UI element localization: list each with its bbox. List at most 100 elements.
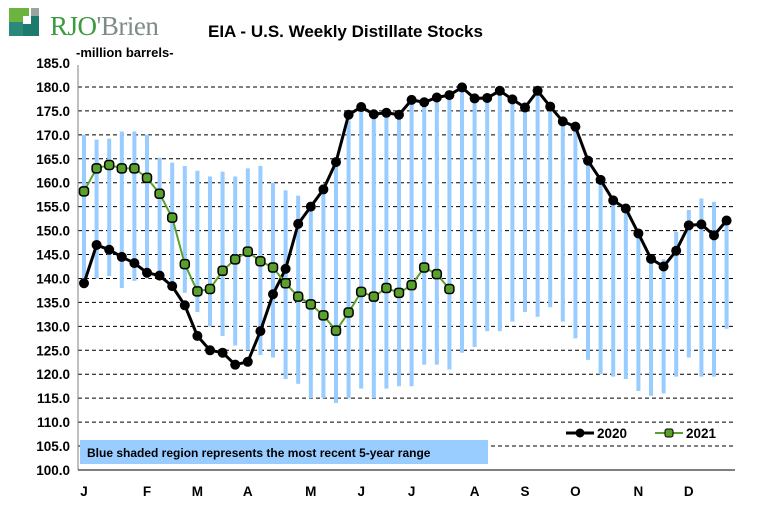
point-2021 <box>381 282 392 294</box>
logo-mark-icon <box>9 8 39 36</box>
range-bar <box>724 221 729 329</box>
legend-marker-2021 <box>664 428 674 438</box>
range-bar <box>346 120 351 399</box>
point-2020 <box>230 359 241 370</box>
point-2020 <box>683 220 694 231</box>
range-bar <box>674 232 679 377</box>
range-bar <box>485 98 490 332</box>
point-2020 <box>116 251 127 262</box>
point-2021 <box>305 299 317 310</box>
y-tick-label: 140.0 <box>36 271 70 286</box>
range-bar <box>157 157 162 279</box>
range-bar <box>321 192 326 399</box>
point-2020 <box>620 203 631 214</box>
point-2020 <box>179 300 190 311</box>
range-bar <box>434 98 439 365</box>
legend-marker-2020 <box>575 428 585 438</box>
point-2021 <box>242 246 254 257</box>
range-bar <box>422 103 427 365</box>
y-tick-label: 105.0 <box>36 439 70 454</box>
point-2020 <box>469 93 480 104</box>
range-bar <box>686 209 691 358</box>
point-2020 <box>356 102 367 113</box>
legend-label-2021: 2021 <box>686 426 717 441</box>
point-2020 <box>557 116 568 127</box>
point-2020 <box>595 174 606 185</box>
y-tick-label: 110.0 <box>37 415 70 430</box>
range-bar <box>145 134 149 279</box>
x-tick-label: F <box>143 484 151 499</box>
range-bar <box>208 176 212 327</box>
point-2020 <box>545 101 556 112</box>
point-2020 <box>658 261 669 272</box>
range-bar <box>523 108 527 312</box>
y-tick-label: 115.0 <box>37 391 70 406</box>
y-tick-label: 100.0 <box>36 463 70 478</box>
x-tick-label: A <box>243 484 253 499</box>
point-2021 <box>78 186 90 197</box>
y-tick-label: 145.0 <box>36 248 70 263</box>
range-bar <box>107 138 112 277</box>
point-2021 <box>280 278 291 289</box>
point-2020 <box>104 244 115 255</box>
range-bar <box>170 162 175 284</box>
point-2020 <box>482 92 493 103</box>
point-2021 <box>154 188 165 199</box>
range-bar <box>371 115 376 399</box>
range-bar <box>548 108 553 308</box>
point-2021 <box>229 254 241 265</box>
point-2020 <box>583 155 593 166</box>
x-tick-label: O <box>570 484 581 499</box>
range-bar <box>220 171 225 336</box>
point-2020 <box>394 109 404 120</box>
range-bar <box>535 91 540 317</box>
note-box <box>80 440 488 464</box>
range-bar <box>447 95 452 370</box>
point-2020 <box>343 109 354 120</box>
point-2021 <box>393 287 405 299</box>
point-2020 <box>142 267 152 278</box>
point-2021 <box>267 262 279 273</box>
range-bar <box>699 198 704 377</box>
range-bar <box>409 101 414 387</box>
range-bar <box>510 101 515 322</box>
point-2021 <box>192 286 203 297</box>
point-2021 <box>330 325 342 336</box>
point-2021 <box>444 283 455 295</box>
range-bar <box>472 101 477 347</box>
y-tick-label: 180.0 <box>36 80 70 95</box>
point-2020 <box>532 85 543 96</box>
range-bar <box>649 259 653 396</box>
point-2021 <box>116 163 128 174</box>
y-tick-label: 165.0 <box>36 152 70 167</box>
point-2020 <box>721 215 732 226</box>
point-2020 <box>444 90 455 101</box>
range-bar <box>195 170 200 312</box>
point-2020 <box>305 201 316 212</box>
range-bar <box>623 211 628 380</box>
range-note: Blue shaded region represents the most r… <box>87 446 431 460</box>
point-2020 <box>242 356 253 367</box>
y-axis-label: -million barrels- <box>76 45 174 60</box>
range-bar <box>611 201 616 377</box>
x-tick-label: J <box>80 484 88 499</box>
point-2020 <box>280 263 291 274</box>
range-bar <box>94 139 99 279</box>
point-2020 <box>406 94 417 105</box>
range-bar <box>82 134 86 279</box>
point-2020 <box>457 82 467 93</box>
y-tick-label: 135.0 <box>36 295 70 310</box>
point-2021 <box>318 310 329 321</box>
point-2021 <box>103 159 115 171</box>
point-2020 <box>608 195 619 206</box>
point-2020 <box>494 85 505 96</box>
y-tick-label: 120.0 <box>36 367 70 382</box>
point-2020 <box>646 253 656 264</box>
point-2020 <box>167 281 178 292</box>
point-2021 <box>204 283 216 295</box>
x-tick-label: M <box>192 484 203 499</box>
point-2021 <box>179 258 191 270</box>
range-bar <box>573 130 578 339</box>
y-tick-label: 125.0 <box>36 343 70 358</box>
range-bar <box>182 165 187 293</box>
